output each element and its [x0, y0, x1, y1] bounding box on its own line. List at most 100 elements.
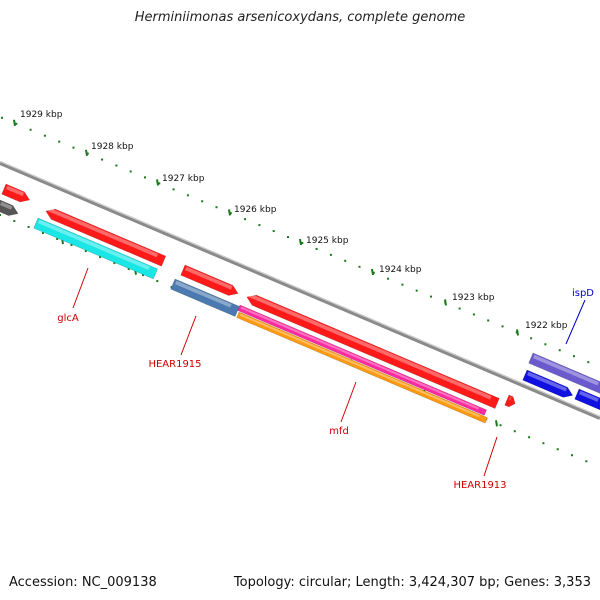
inner-minor-tick — [13, 220, 16, 223]
tick-label: 1927 kbp — [162, 174, 205, 184]
minor-tick — [344, 259, 347, 262]
minor-tick — [415, 289, 418, 292]
major-tick — [228, 209, 231, 216]
major-tick — [156, 179, 159, 186]
inner-minor-tick — [70, 244, 73, 247]
inner-minor-tick — [142, 274, 144, 277]
gene-glcA-red — [45, 207, 167, 267]
gene-HEAR1913-red — [504, 394, 516, 408]
gene-label-ispd: ispD — [572, 288, 594, 299]
major-tick — [299, 238, 302, 246]
inner-minor-tick — [585, 460, 588, 463]
genome-summary-text: Topology: circular; Length: 3,424,307 bp… — [233, 575, 591, 590]
minor-tick — [58, 140, 61, 143]
label-leader-line — [483, 436, 498, 477]
minor-tick — [29, 128, 32, 131]
minor-tick — [244, 218, 247, 221]
minor-tick — [201, 200, 204, 203]
minor-tick — [101, 158, 104, 161]
minor-tick — [458, 307, 461, 310]
inner-minor-tick — [41, 232, 44, 235]
label-leader-line — [72, 267, 89, 309]
tick-label: 1928 kbp — [91, 142, 134, 152]
minor-tick — [401, 283, 404, 286]
minor-tick — [215, 206, 218, 209]
minor-tick — [430, 295, 432, 298]
gene-mfd-red — [246, 293, 500, 409]
gene-red-a — [1, 183, 31, 203]
inner-minor-tick — [542, 442, 545, 445]
inner-minor-tick — [556, 448, 559, 451]
map-title: Herminiimonas arsenicoxydans, complete g… — [134, 10, 466, 25]
inner-minor-tick — [84, 250, 87, 253]
inner-minor-tick — [127, 268, 130, 271]
inner-minor-tick — [513, 430, 516, 433]
gene-features — [0, 183, 600, 424]
tick-label: 1922 kbp — [525, 321, 568, 331]
minor-tick — [72, 146, 75, 149]
minor-tick — [115, 164, 118, 167]
minor-tick — [301, 241, 304, 244]
minor-tick — [86, 152, 89, 155]
minor-tick — [472, 313, 475, 316]
gene-label-hear1913: HEAR1913 — [453, 480, 506, 491]
genome-backbone-highlight — [0, 161, 600, 417]
minor-tick — [229, 212, 232, 215]
tick-label: 1923 kbp — [452, 293, 495, 303]
gene-gray — [0, 199, 19, 216]
minor-tick — [387, 277, 390, 280]
gene-label-hear1915: HEAR1915 — [148, 359, 201, 370]
minor-tick — [501, 325, 504, 328]
major-tick — [516, 329, 519, 336]
inner-minor-tick — [99, 256, 102, 259]
gene-ispD-blue — [522, 369, 574, 398]
gene-label-glca: glcA — [57, 313, 79, 324]
label-leader-line — [180, 315, 197, 356]
inner-minor-tick — [571, 454, 573, 457]
minor-tick — [1, 116, 3, 119]
inner-minor-tick — [528, 436, 531, 439]
gene-ispD-purple — [528, 352, 600, 395]
minor-tick — [558, 349, 561, 352]
minor-tick — [329, 253, 332, 256]
tick-labels: 1929 kbp 1928 kbp 1927 kbp 1926 kbp 1925 kbp… — [20, 110, 568, 331]
label-leader-line — [565, 299, 586, 345]
minor-tick — [129, 170, 132, 173]
inner-minor-tick — [27, 226, 30, 229]
tick-label: 1924 kbp — [379, 265, 422, 275]
inner-minor-tick — [56, 238, 59, 241]
gene-ispD-blue2 — [574, 388, 600, 412]
major-tick — [371, 268, 374, 276]
minor-tick — [43, 134, 46, 137]
minor-tick — [315, 247, 318, 250]
gene-glcA-cyan — [33, 217, 158, 280]
minor-tick — [573, 355, 575, 358]
inner-minor-tick — [113, 262, 116, 265]
minor-tick — [15, 122, 18, 125]
minor-tick — [158, 182, 161, 185]
inner-minor-tick — [499, 424, 502, 427]
label-leader-line — [340, 381, 357, 423]
gene-HEAR1915-steel — [170, 278, 240, 317]
minor-tick — [258, 224, 261, 227]
gene-mfd-magenta — [237, 304, 487, 416]
minor-tick — [186, 194, 189, 197]
minor-tick — [587, 361, 590, 364]
label-leaders — [72, 267, 586, 477]
inner-minor-tick — [0, 214, 1, 216]
major-tick — [85, 149, 88, 157]
gene-HEAR1915-red — [180, 264, 239, 296]
accession-text: Accession: NC_009138 — [9, 575, 157, 590]
minor-tick — [144, 176, 146, 179]
minor-tick — [287, 236, 289, 239]
inner-major-tick — [495, 420, 498, 427]
minor-tick — [372, 271, 375, 274]
minor-tick — [358, 265, 361, 268]
minor-tick — [172, 188, 175, 191]
major-tick — [13, 119, 16, 126]
minor-tick — [272, 230, 275, 233]
tick-label: 1926 kbp — [234, 205, 277, 215]
tick-label: 1925 kbp — [306, 236, 349, 246]
inner-minor-tick — [156, 280, 159, 283]
